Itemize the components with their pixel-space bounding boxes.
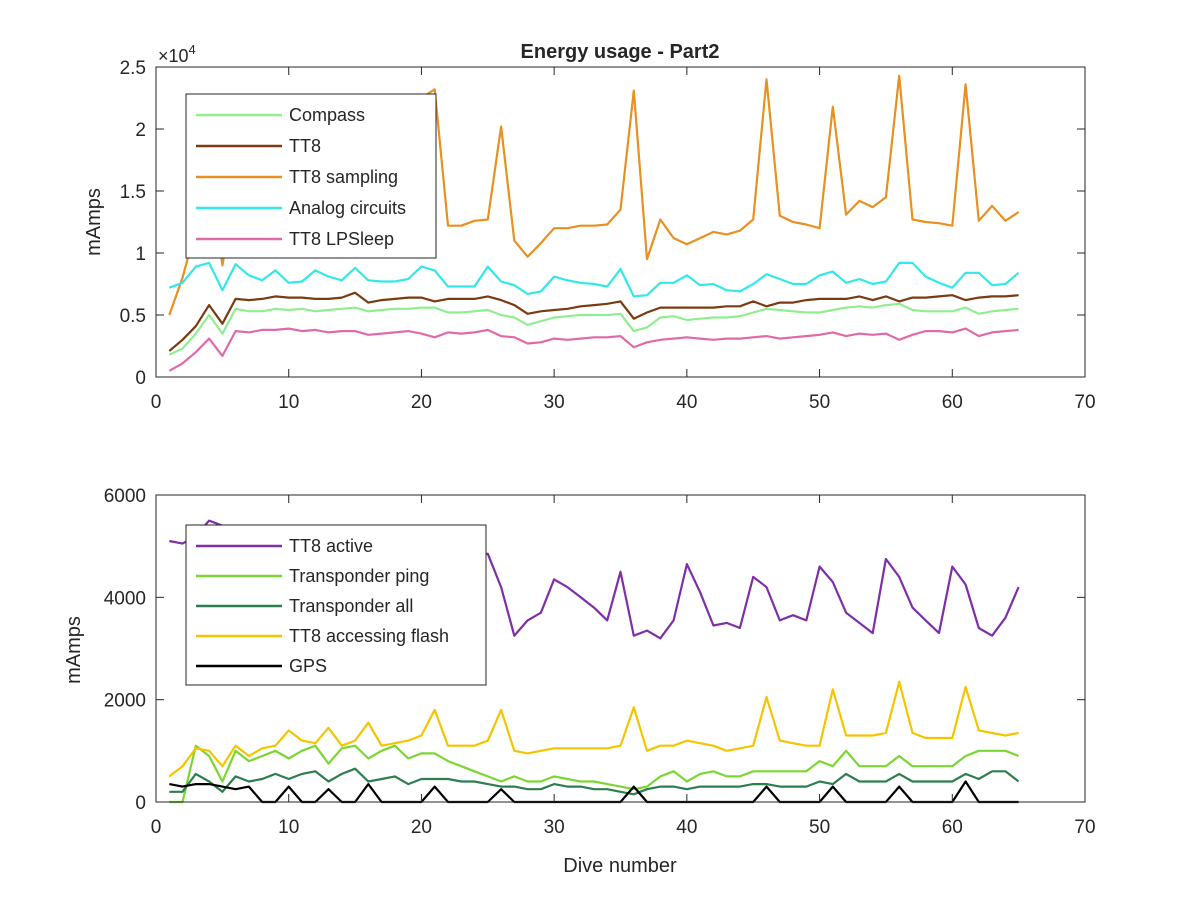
exponent-base: ×10 xyxy=(158,46,189,66)
x-tick-label: 30 xyxy=(544,817,565,838)
bottom-panel: Dive number mAmps 0 10 20 30 40 50 60 70 0 2000 40… xyxy=(63,486,1096,877)
legend: Compass TT8 TT8 sampling Analog circuits TT8… xyxy=(185,93,437,259)
series-line-tt8 xyxy=(168,291,1019,352)
legend-label-tt8-sampling: TT8 sampling xyxy=(289,167,398,187)
y-tick-label: 4000 xyxy=(104,588,146,609)
axes-box xyxy=(155,66,1086,378)
y-tick-label: 0 xyxy=(135,368,146,389)
series-line-tt8-lpsleep xyxy=(168,327,1019,372)
y-tick-label: 2.5 xyxy=(120,58,146,79)
top-panel: Energy usage - Part2 ×104 mAmps 0 10 20 30 4… xyxy=(83,41,1096,413)
x-tick-label: 50 xyxy=(809,392,830,413)
y-tick-label: 2 xyxy=(135,120,146,141)
legend-label-tt8-accessing-flash: TT8 accessing flash xyxy=(289,626,449,646)
series-line-transponder-all xyxy=(169,767,1020,796)
y-tick-label: 0 xyxy=(135,793,146,814)
axes-box xyxy=(155,494,1086,803)
series-line-tt8-accessing-flash xyxy=(168,680,1019,778)
legend-label-tt8-lpsleep: TT8 LPSleep xyxy=(289,229,394,249)
y-tick-label: 0.5 xyxy=(120,306,146,327)
series-line-analog-circuits xyxy=(168,261,1020,298)
bottom-panel-x-axis-label: Dive number xyxy=(563,855,677,877)
legend-label-transponder-all: Transponder all xyxy=(289,596,413,616)
x-tick-label: 60 xyxy=(942,817,963,838)
y-tick-label: 6000 xyxy=(104,486,146,507)
legend-label-tt8-active: TT8 active xyxy=(289,536,373,556)
legend-label-transponder-ping: Transponder ping xyxy=(289,566,429,586)
x-tick-label: 40 xyxy=(676,817,697,838)
y-tick-label: 2000 xyxy=(104,691,146,712)
y-tick-label: 1.5 xyxy=(120,182,146,203)
legend-label-tt8: TT8 xyxy=(289,136,321,156)
x-tick-label: 50 xyxy=(809,817,830,838)
x-tick-label: 10 xyxy=(278,817,299,838)
x-tick-label: 0 xyxy=(151,392,162,413)
x-tick-label: 70 xyxy=(1074,817,1095,838)
x-tick-label: 20 xyxy=(411,392,432,413)
legend-label-analog-circuits: Analog circuits xyxy=(289,198,406,218)
x-tick-label: 0 xyxy=(151,817,162,838)
legend-label-compass: Compass xyxy=(289,105,365,125)
series-line-transponder-ping xyxy=(169,744,1020,804)
x-tick-label: 60 xyxy=(942,392,963,413)
x-tick-label: 70 xyxy=(1074,392,1095,413)
exponent-power: 4 xyxy=(189,42,196,57)
series-line-compass xyxy=(168,302,1019,356)
bottom-panel-y-axis-label: mAmps xyxy=(63,616,85,684)
legend-label-gps: GPS xyxy=(289,656,327,676)
top-panel-exponent: ×104 xyxy=(158,42,196,66)
x-tick-label: 20 xyxy=(411,817,432,838)
x-tick-label: 40 xyxy=(676,392,697,413)
top-panel-y-axis-label: mAmps xyxy=(83,188,105,256)
x-tick-label: 30 xyxy=(544,392,565,413)
bottom-plot-area: 0 10 20 30 40 50 60 70 0 2000 4000 6000 TT8 active Tr… xyxy=(104,486,1096,838)
top-plot-area: 0 10 20 30 40 50 60 70 0 0.5 1 1.5 2 2.5 Compass TT8 TT8… xyxy=(120,58,1096,413)
top-panel-title: Energy usage - Part2 xyxy=(521,41,720,63)
y-tick-label: 1 xyxy=(135,244,146,265)
x-tick-label: 10 xyxy=(278,392,299,413)
legend: TT8 active Transponder ping Transponder al… xyxy=(185,524,487,686)
